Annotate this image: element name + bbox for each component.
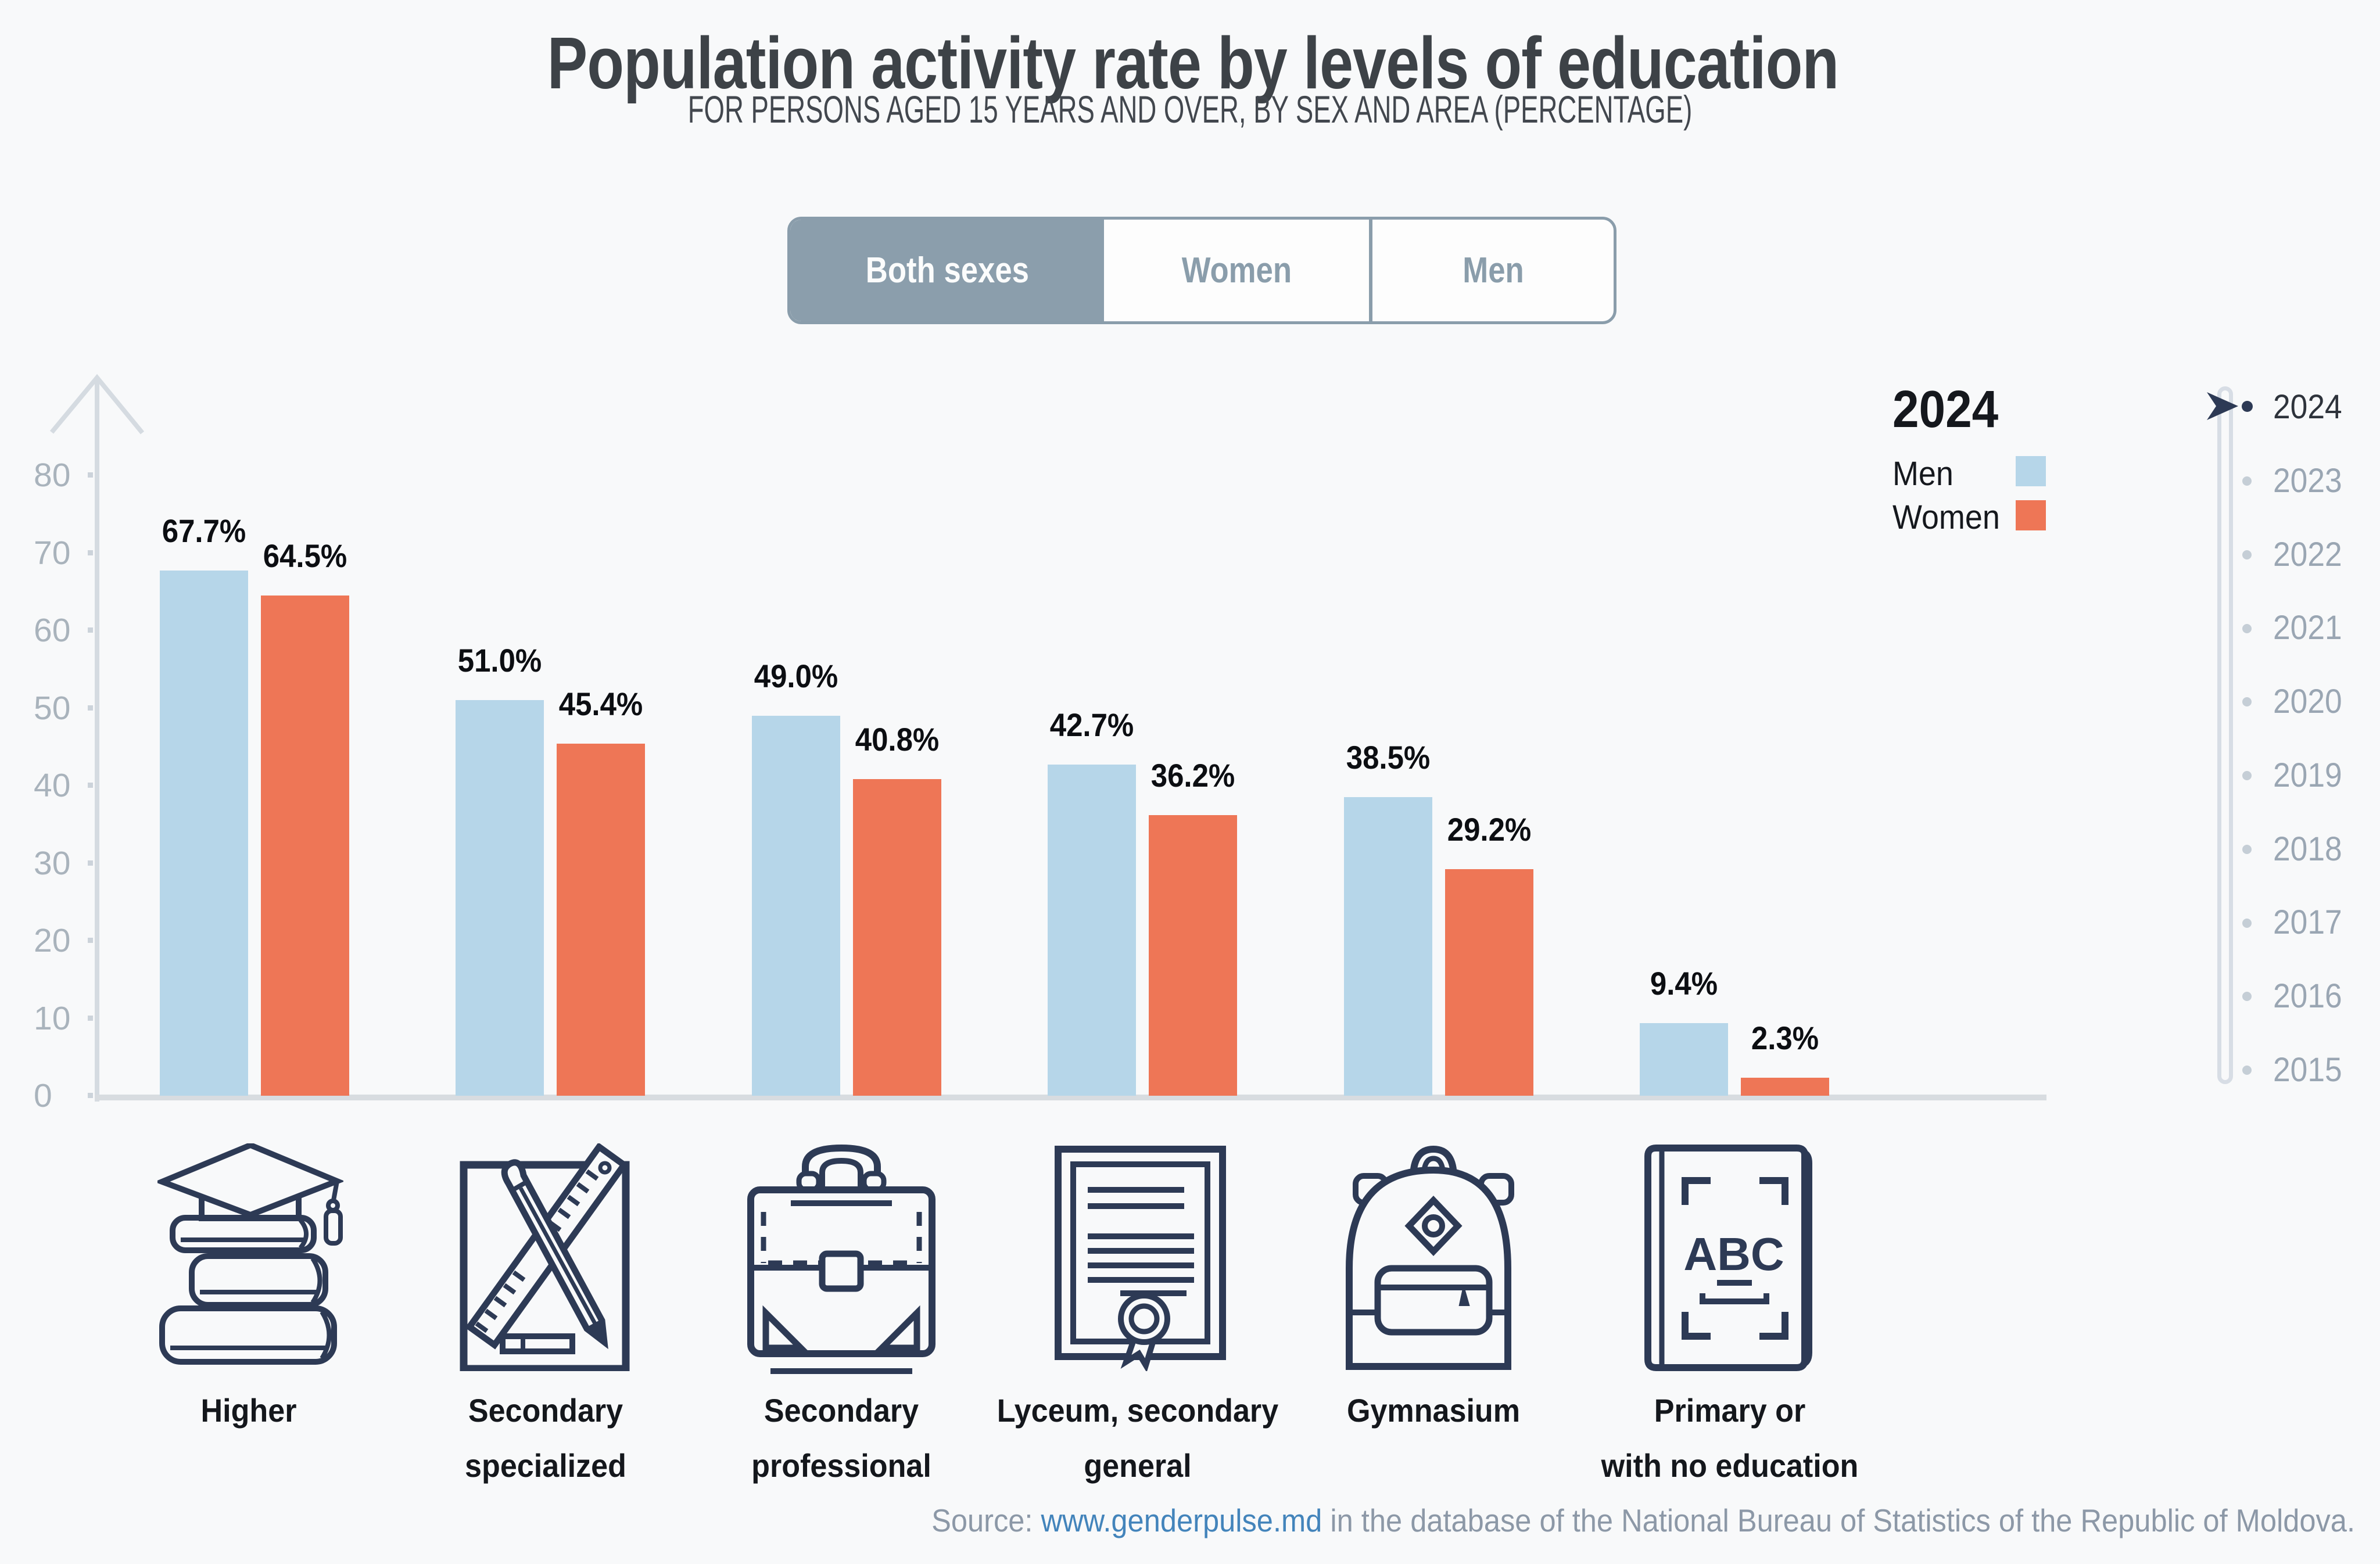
- svg-text:ABC: ABC: [1683, 1228, 1784, 1280]
